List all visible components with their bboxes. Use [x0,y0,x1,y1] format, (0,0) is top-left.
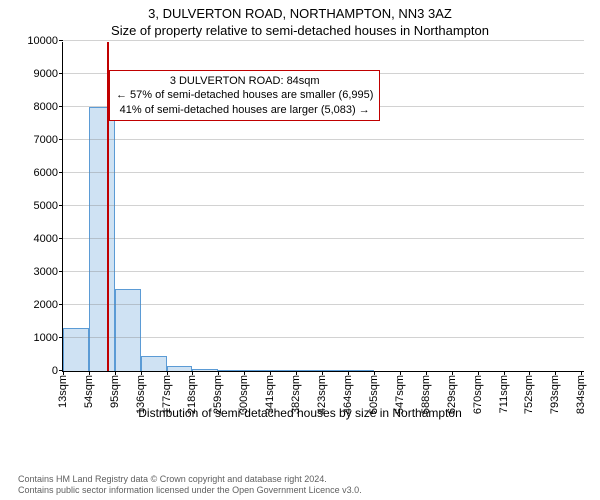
ytick-mark [59,205,63,206]
histogram-bar [270,370,296,371]
footer-attribution: Contains HM Land Registry data © Crown c… [18,474,362,496]
annotation-line: 3 DULVERTON ROAD: 84sqm [116,74,373,88]
ytick-label: 2000 [34,299,58,311]
ytick-label: 4000 [34,233,58,245]
ytick-label: 6000 [34,167,58,179]
xtick-label: 13sqm [57,375,69,408]
xtick-label: 95sqm [109,375,121,408]
chart-container: Number of semi-detached properties 01000… [0,42,600,422]
gridline-h [63,337,584,338]
gridline-h [63,304,584,305]
page-title: 3, DULVERTON ROAD, NORTHAMPTON, NN3 3AZ [0,6,600,21]
x-axis-label: Distribution of semi-detached houses by … [0,406,600,420]
annotation-line: ← 57% of semi-detached houses are smalle… [116,88,373,102]
ytick-mark [59,238,63,239]
histogram-bar [115,289,141,372]
ytick-label: 10000 [27,35,58,47]
gridline-h [63,139,584,140]
histogram-bar [167,366,193,371]
histogram-bar [141,356,167,371]
histogram-bar [63,328,89,371]
annotation-box: 3 DULVERTON ROAD: 84sqm← 57% of semi-det… [109,70,380,121]
gridline-h [63,271,584,272]
histogram-bar [296,370,322,371]
ytick-mark [59,304,63,305]
ytick-label: 5000 [34,200,58,212]
ytick-mark [59,337,63,338]
histogram-bar [348,370,374,371]
histogram-bar [218,370,244,371]
histogram-bar [322,370,348,371]
ytick-mark [59,139,63,140]
gridline-h [63,205,584,206]
xtick-label: 54sqm [83,375,95,408]
ytick-mark [59,106,63,107]
ytick-mark [59,73,63,74]
ytick-mark [59,172,63,173]
ytick-label: 3000 [34,266,58,278]
gridline-h [63,238,584,239]
ytick-label: 9000 [34,68,58,80]
page-subtitle: Size of property relative to semi-detach… [0,23,600,38]
ytick-mark [59,271,63,272]
ytick-label: 1000 [34,332,58,344]
footer-line-2: Contains public sector information licen… [18,485,362,496]
annotation-line: 41% of semi-detached houses are larger (… [116,103,373,117]
ytick-label: 7000 [34,134,58,146]
ytick-label: 8000 [34,101,58,113]
gridline-h [63,172,584,173]
plot-area: 0100020003000400050006000700080009000100… [62,42,584,372]
histogram-bar [89,107,115,371]
histogram-bar [192,369,218,371]
ytick-mark [59,40,63,41]
footer-line-1: Contains HM Land Registry data © Crown c… [18,474,362,485]
gridline-h [63,40,584,41]
histogram-bar [244,370,270,371]
